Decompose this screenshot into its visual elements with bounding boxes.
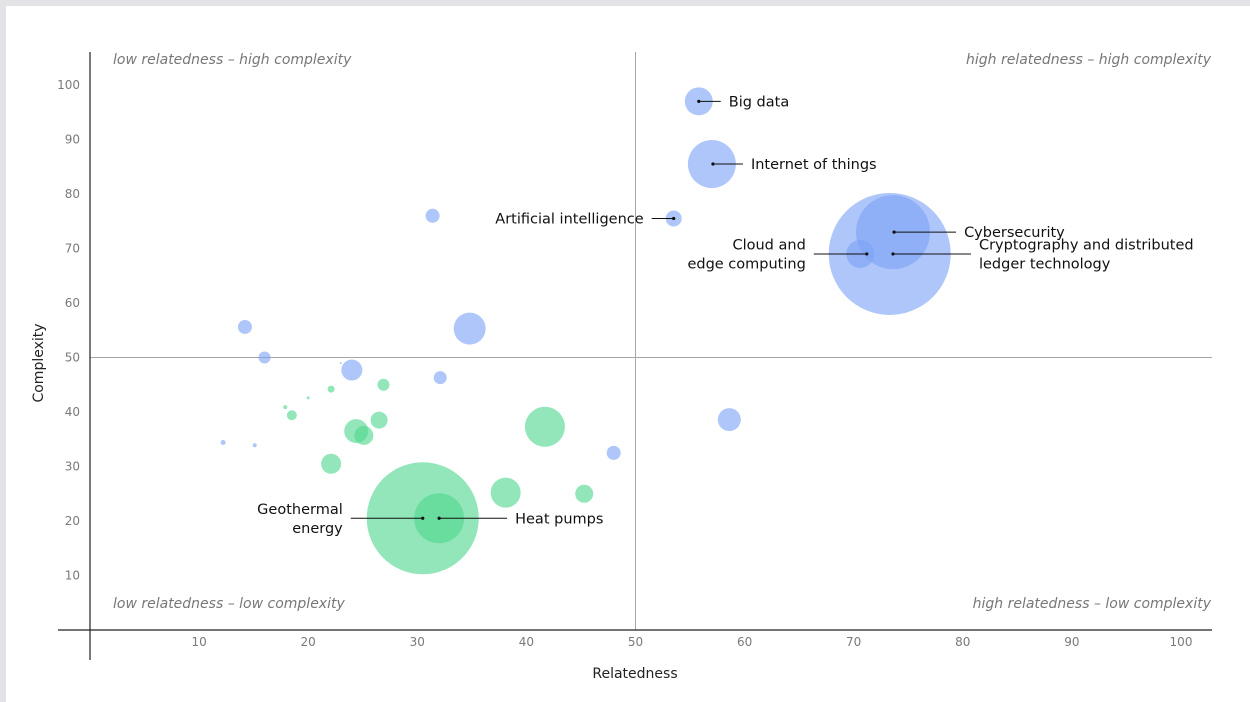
annotation-dot xyxy=(672,216,676,221)
green-bubble xyxy=(306,396,310,400)
green-bubble xyxy=(327,385,335,393)
y-tick-label: 90 xyxy=(65,133,80,147)
y-tick-label: 80 xyxy=(65,187,80,201)
y-tick-label: 70 xyxy=(65,242,80,256)
quadrant-label-bottom-right: high relatedness – low complexity xyxy=(973,596,1212,612)
x-tick-label: 10 xyxy=(191,635,206,649)
annotation: Cloud and edge computing xyxy=(687,237,869,272)
annotation: Cybersecurity xyxy=(892,225,1065,241)
quadrant-labels: low relatedness – high complexity high re… xyxy=(113,52,1212,612)
annotation-label: edge computing xyxy=(687,256,805,272)
blue-bubble xyxy=(717,408,741,432)
green-bubble xyxy=(283,405,288,410)
annotation-label: Cryptography and distributed xyxy=(979,237,1194,253)
x-tick-label: 20 xyxy=(301,635,316,649)
quadrant-label-bottom-left: low relatedness – low complexity xyxy=(113,596,345,612)
blue-bubble xyxy=(453,312,486,345)
annotation: Geothermal energy xyxy=(257,502,425,537)
y-tick-label: 30 xyxy=(65,460,80,474)
annotation: Cryptography and distributed ledger techn… xyxy=(891,237,1194,272)
chart-panel: low relatedness – high complexity high re… xyxy=(6,6,1250,702)
annotation: Heat pumps xyxy=(437,511,603,527)
annotation: Big data xyxy=(697,94,789,110)
annotation: Internet of things xyxy=(711,157,877,173)
blue-bubble xyxy=(252,443,257,448)
x-tick-label: 50 xyxy=(628,635,643,649)
green-bubble xyxy=(286,410,297,421)
annotation-label: Internet of things xyxy=(751,157,877,173)
blue-bubble xyxy=(341,359,363,381)
y-tick-label: 20 xyxy=(65,514,80,528)
blue-bubble xyxy=(339,361,342,364)
x-tick-label: 100 xyxy=(1170,635,1193,649)
y-tick-label: 60 xyxy=(65,296,80,310)
annotations: Big data Internet of things Artificial int… xyxy=(257,94,1193,536)
annotation-label: energy xyxy=(292,521,343,537)
blue-bubble xyxy=(220,440,226,446)
y-tick-label: 50 xyxy=(65,351,80,365)
x-tick-label: 80 xyxy=(955,635,970,649)
x-tick-label: 30 xyxy=(410,635,425,649)
green-bubble xyxy=(354,425,374,445)
reference-lines xyxy=(90,52,1212,630)
green-bubble xyxy=(321,453,342,474)
y-tick-label: 40 xyxy=(65,405,80,419)
quadrant-label-top-left: low relatedness – high complexity xyxy=(113,52,352,68)
green-bubble xyxy=(575,484,594,503)
y-tick-label: 100 xyxy=(57,78,80,92)
y-axis-title: Complexity xyxy=(31,323,47,402)
blue-bubble xyxy=(237,319,252,334)
green-bubble xyxy=(377,378,390,391)
blue-bubble xyxy=(606,445,621,460)
x-tick-label: 40 xyxy=(519,635,534,649)
green-bubble xyxy=(524,406,565,447)
x-tick-label: 70 xyxy=(846,635,861,649)
x-tick-label: 60 xyxy=(737,635,752,649)
bubble-chart: low relatedness – high complexity high re… xyxy=(31,52,1212,682)
y-tick-label: 10 xyxy=(65,569,80,583)
annotation: Artificial intelligence xyxy=(495,212,676,228)
axes: 10 20 30 40 50 60 70 80 90 100 10 20 30 40 50 60 70 80 90 1… xyxy=(57,52,1212,660)
annotation-label: Artificial intelligence xyxy=(495,212,643,228)
blue-bubble xyxy=(433,371,447,385)
annotation-label: Heat pumps xyxy=(515,511,603,527)
annotation-label: Cloud and xyxy=(732,237,805,253)
quadrant-label-top-right: high relatedness – high complexity xyxy=(966,52,1212,68)
annotation-label: Big data xyxy=(729,94,789,110)
green-bubble xyxy=(490,477,521,508)
x-tick-label: 90 xyxy=(1064,635,1079,649)
annotation-label: Geothermal xyxy=(257,502,343,518)
annotation-label: ledger technology xyxy=(979,256,1111,272)
x-axis-title: Relatedness xyxy=(592,666,677,682)
green-bubble xyxy=(370,411,388,429)
annotation-label: Cybersecurity xyxy=(964,225,1065,241)
blue-bubble xyxy=(425,208,440,223)
blue-bubble xyxy=(258,351,271,364)
